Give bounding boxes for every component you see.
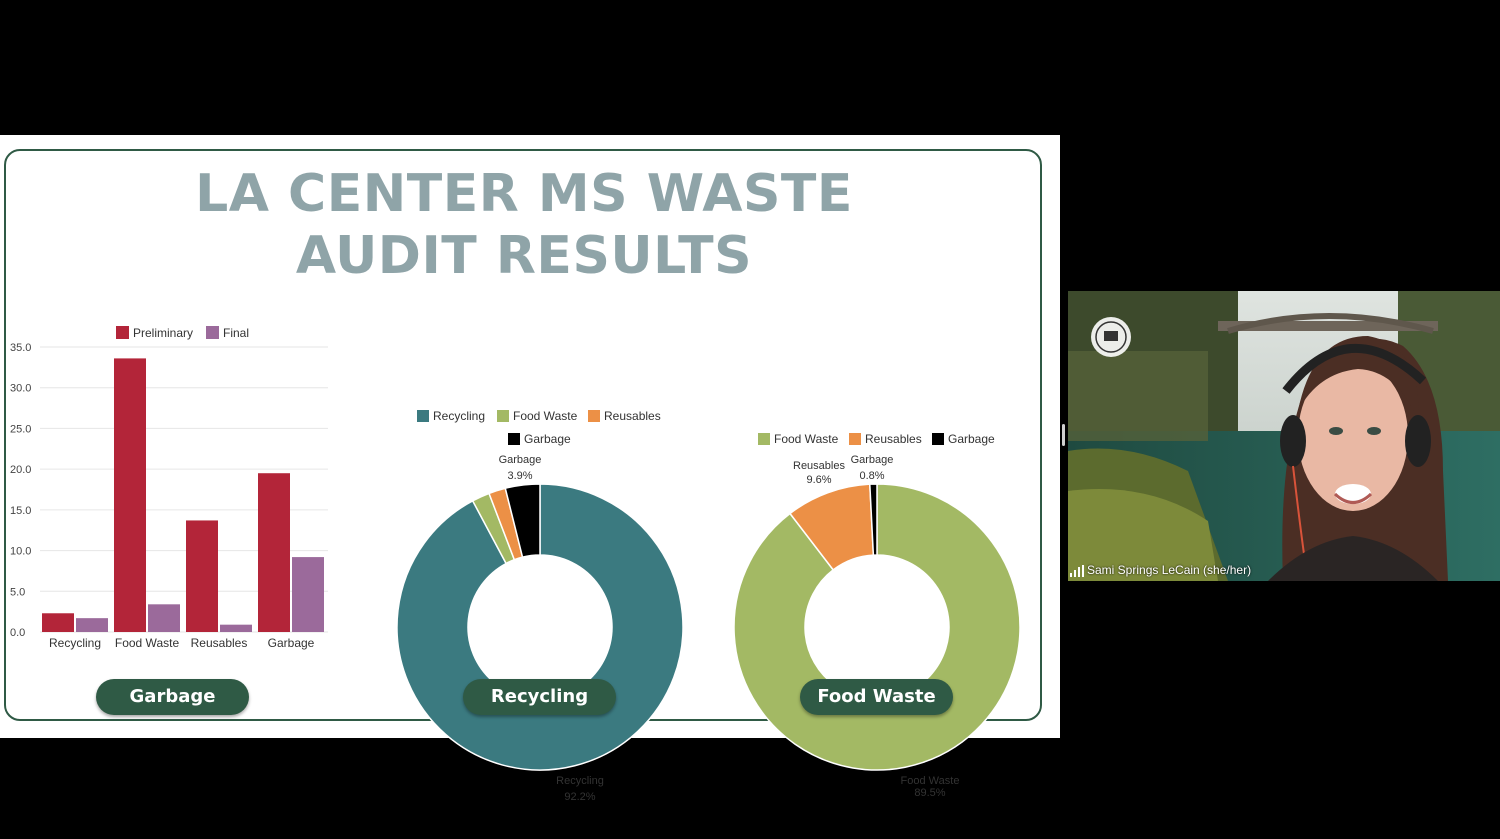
y-tick-label: 0.0 — [10, 627, 25, 639]
slide-title: LA CENTER MS WASTE AUDIT RESULTS — [0, 163, 1048, 287]
legend-label: Preliminary — [133, 326, 193, 340]
participant-video[interactable] — [1068, 291, 1500, 581]
legend-label: Food Waste — [513, 409, 578, 423]
legend-label: Reusables — [604, 409, 661, 423]
panel-resize-handle[interactable] — [1062, 424, 1065, 446]
y-tick-label: 15.0 — [10, 505, 31, 517]
bar-final-garbage — [292, 557, 324, 632]
slice-label-pct: 89.5% — [914, 787, 945, 799]
legend-label: Food Waste — [774, 432, 839, 446]
legend-label: Garbage — [524, 432, 571, 446]
legend-label: Recycling — [433, 409, 485, 423]
slice-label-pct: 3.9% — [507, 470, 532, 482]
x-tick-label: Reusables — [191, 636, 248, 650]
legend-swatch — [508, 433, 520, 445]
slice-label-name: Reusables — [793, 460, 845, 472]
y-tick-label: 25.0 — [10, 423, 31, 435]
slice-label-pct: 92.2% — [564, 791, 595, 803]
x-tick-label: Food Waste — [115, 636, 180, 650]
donut-chart-food-waste: Food Waste Reusables Garbage Reusables 9.6% G… — [733, 432, 1021, 799]
slice-label-name: Garbage — [499, 454, 542, 466]
presentation-slide: LA CENTER MS WASTE AUDIT RESULTS 0.0 5.0 1… — [0, 135, 1060, 803]
y-tick-label: 30.0 — [10, 383, 31, 395]
college-logo — [1091, 317, 1131, 357]
legend-swatch — [932, 433, 944, 445]
slice-label-pct: 0.8% — [859, 470, 884, 482]
legend-swatch — [417, 410, 429, 422]
y-tick-label: 5.0 — [10, 586, 25, 598]
legend-swatch — [758, 433, 770, 445]
bar-final-reusables — [220, 624, 252, 632]
y-tick-label: 35.0 — [10, 342, 31, 354]
bar-preliminary-garbage — [258, 473, 290, 632]
legend-swatch — [116, 326, 129, 339]
x-tick-label: Garbage — [268, 636, 315, 650]
legend-swatch — [849, 433, 861, 445]
participant-name-label: Sami Springs LeCain (she/her) — [1087, 563, 1252, 577]
legend-swatch — [497, 410, 509, 422]
x-tick-label: Recycling — [49, 636, 101, 650]
food-waste-button[interactable]: Food Waste — [800, 679, 953, 715]
bar-preliminary-food-waste — [114, 358, 146, 632]
slice-label-name: Food Waste — [901, 775, 960, 787]
bar-chart: 0.0 5.0 10.0 15.0 20.0 25.0 30.0 35.0 Recycling F… — [10, 326, 328, 650]
signal-strength-icon — [1070, 565, 1084, 577]
slice-label-pct: 9.6% — [806, 474, 831, 486]
slice-garbage — [869, 483, 878, 556]
y-tick-label: 10.0 — [10, 546, 31, 558]
garbage-button[interactable]: Garbage — [96, 679, 249, 715]
speaker-person — [1268, 336, 1448, 581]
slice-label-name: Recycling — [556, 775, 604, 787]
recycling-button[interactable]: Recycling — [463, 679, 616, 715]
bar-preliminary-reusables — [186, 520, 218, 632]
legend-label: Reusables — [865, 432, 922, 446]
bar-final-food-waste — [148, 604, 180, 632]
video-feed — [1068, 291, 1500, 581]
legend-swatch — [588, 410, 600, 422]
bar-final-recycling — [76, 618, 108, 632]
slide-title-line-2: AUDIT RESULTS — [295, 226, 753, 286]
donut-chart-recycling: Recycling Food Waste Reusables Garbage Garba… — [396, 409, 684, 803]
bar-preliminary-recycling — [42, 613, 74, 632]
y-tick-label: 20.0 — [10, 464, 31, 476]
slide-title-line-1: LA CENTER MS WASTE — [195, 164, 853, 224]
legend-label: Garbage — [948, 432, 995, 446]
legend-label: Final — [223, 326, 249, 340]
slice-garbage — [504, 483, 541, 559]
slice-label-name: Garbage — [851, 454, 894, 466]
legend-swatch — [206, 326, 219, 339]
